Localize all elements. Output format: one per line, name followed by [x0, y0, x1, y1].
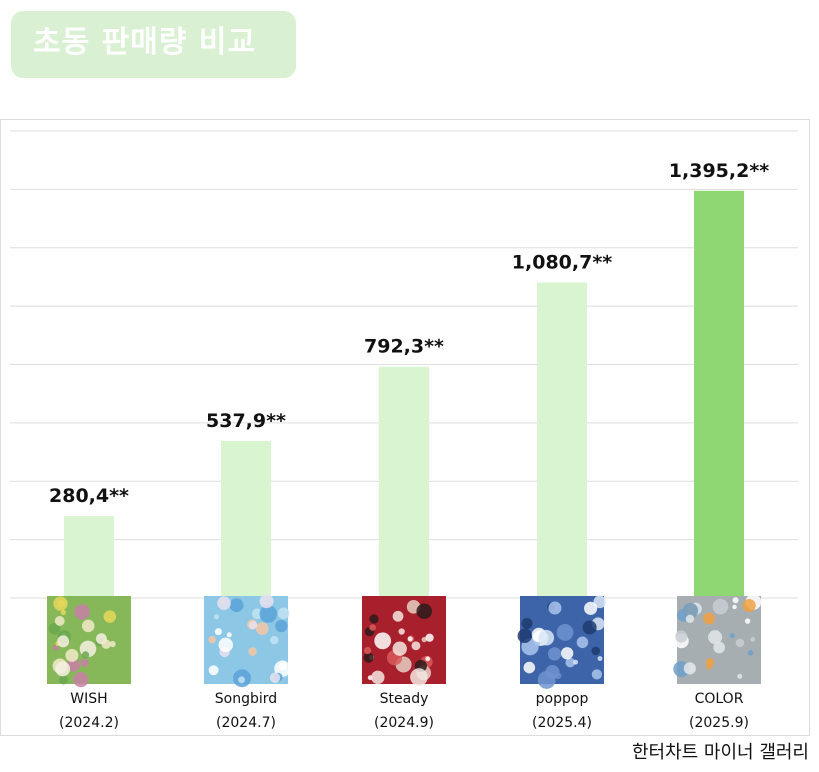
wish-cover-icon — [47, 596, 131, 688]
steady-cover-icon — [362, 596, 446, 686]
songbird-cover-icon — [204, 594, 291, 688]
category-label: Steady — [380, 691, 429, 707]
date-label: (2025.4) — [532, 715, 592, 731]
date-label: (2024.7) — [216, 715, 276, 731]
date-label: (2024.9) — [374, 715, 434, 731]
color-cover-icon — [673, 594, 762, 684]
bar-wish — [64, 516, 114, 598]
page-title: 초동 판매량 비교 — [33, 25, 257, 60]
category-label: COLOR — [695, 691, 744, 707]
date-label: (2025.9) — [689, 715, 749, 731]
chart-frame — [0, 119, 810, 736]
category-label: WISH — [70, 691, 107, 707]
value-label: 1,395,2** — [669, 160, 769, 182]
category-label: poppop — [536, 691, 589, 707]
date-label: (2024.2) — [59, 715, 119, 731]
source-credit: 한터차트 마이너 갤러리 — [631, 742, 809, 763]
poppop-cover-icon — [517, 595, 607, 689]
value-label: 792,3** — [364, 336, 444, 358]
category-label: Songbird — [215, 691, 277, 707]
bar-steady — [379, 366, 429, 598]
title-badge: 초동 판매량 비교 — [11, 11, 296, 78]
value-label: 537,9** — [206, 410, 286, 432]
bar-songbird — [221, 441, 271, 598]
bar-color — [694, 190, 744, 598]
bar-poppop — [537, 282, 587, 598]
value-label: 280,4** — [49, 485, 129, 507]
value-label: 1,080,7** — [512, 252, 612, 274]
